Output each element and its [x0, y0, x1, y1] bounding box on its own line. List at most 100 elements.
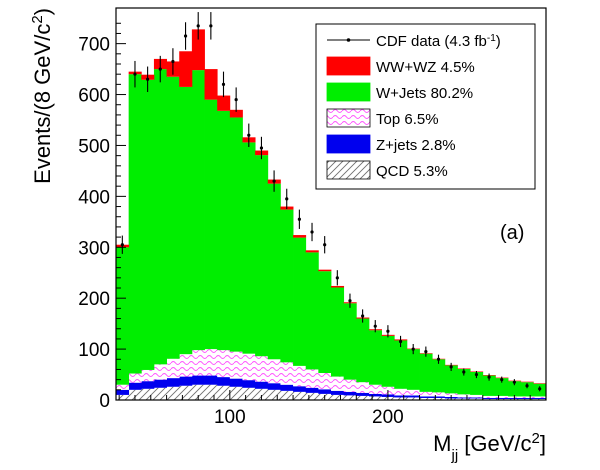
top-bar — [394, 388, 408, 396]
data-point — [512, 380, 516, 384]
data-point — [462, 370, 466, 374]
wwwz-bar — [204, 69, 218, 100]
qcd-bar — [470, 398, 484, 400]
top-bar — [457, 394, 471, 398]
zjets-bar — [520, 397, 534, 399]
top-bar — [470, 394, 484, 398]
qcd-bar — [229, 386, 243, 400]
wjets-bar — [495, 378, 509, 396]
wwwz-bar — [331, 285, 345, 288]
legend-label-zjets: Z+jets 2.8% — [376, 137, 456, 154]
qcd-bar — [331, 394, 345, 400]
legend-data-dot — [346, 38, 351, 42]
y-tick-label: 200 — [78, 289, 110, 310]
legend-swatch-qcd — [326, 160, 371, 180]
data-point — [234, 98, 238, 102]
y-tick-label: 0 — [99, 391, 110, 412]
zjets-bar — [179, 376, 193, 386]
wjets-bar — [482, 375, 496, 396]
panel-annotation: (a) — [500, 222, 524, 244]
zjets-bar — [305, 387, 319, 393]
zjets-bar — [419, 396, 433, 398]
legend-swatch-zjets — [326, 134, 371, 154]
data-point — [538, 387, 542, 391]
data-point — [500, 378, 504, 382]
data-point — [272, 179, 276, 183]
data-point — [297, 217, 301, 221]
data-point — [348, 299, 352, 303]
data-point — [183, 34, 188, 38]
zjets-bar — [191, 375, 205, 385]
qcd-bar — [191, 384, 205, 400]
zjets-bar — [217, 377, 231, 386]
data-point — [146, 77, 150, 81]
wjets-bar — [116, 247, 130, 385]
zjets-bar — [533, 397, 546, 399]
data-point — [259, 146, 264, 150]
zjets-bar — [457, 397, 471, 399]
top-bar — [128, 373, 142, 383]
top-bar — [419, 391, 433, 397]
zjets-bar — [166, 378, 180, 387]
zjets-bar — [470, 397, 484, 399]
wjets-bar — [368, 330, 382, 385]
data-point — [487, 375, 491, 379]
wwwz-bar — [520, 381, 534, 383]
top-bar — [153, 364, 167, 380]
plot-frame — [115, 7, 547, 401]
zjets-bar — [204, 375, 218, 385]
top-bar — [217, 350, 231, 378]
top-bar — [432, 392, 446, 397]
qcd-bar — [368, 396, 382, 400]
wjets-bar — [255, 155, 269, 357]
data-point — [285, 197, 289, 201]
top-bar — [368, 384, 382, 394]
top-bar — [141, 369, 155, 382]
top-bar — [331, 376, 345, 391]
data-point — [209, 24, 213, 28]
qcd-bar — [116, 394, 130, 400]
zjets-bar — [482, 397, 496, 399]
wjets-bar — [141, 79, 155, 370]
data-point — [525, 384, 529, 388]
zjets-bar — [331, 390, 345, 395]
top-bar — [343, 379, 357, 392]
wjets-bar — [204, 99, 218, 350]
zjets-bar — [394, 395, 408, 398]
legend-swatch-wwwz — [326, 56, 371, 76]
top-bar — [482, 395, 496, 398]
qcd-bar — [255, 388, 269, 400]
wjets-bar — [267, 183, 281, 360]
top-bar — [305, 369, 319, 388]
zjets-bar — [280, 384, 294, 391]
qcd-bar — [394, 397, 408, 400]
zjets-bar — [343, 391, 357, 396]
top-bar — [191, 350, 205, 376]
zjets-bar — [432, 396, 446, 398]
data-point — [171, 59, 175, 64]
legend-label-data: CDF data (4.3 fb-1) — [376, 33, 501, 51]
wjets-bar — [242, 142, 256, 354]
data-points — [120, 12, 542, 392]
data-point — [196, 24, 200, 28]
wjets-bar — [191, 70, 205, 351]
qcd-bar — [242, 387, 256, 400]
legend-label-top: Top 6.5% — [376, 111, 439, 128]
wjets-bar — [293, 237, 307, 366]
axes: 0 100 200 300 400 500 600 700 100 200 — [78, 22, 547, 428]
top-bar — [179, 354, 193, 377]
data-point — [449, 365, 453, 369]
y-axis-title: Events/(8 GeV/c2) — [29, 8, 56, 184]
qcd-bar — [305, 392, 319, 400]
y-tick-label: 500 — [78, 136, 110, 157]
legend-swatch-wjets — [326, 82, 371, 102]
zjets-bar — [267, 383, 281, 390]
x-tick-label: 200 — [372, 407, 404, 428]
qcd-bar — [166, 386, 180, 400]
x-tick-label: 100 — [214, 407, 246, 428]
top-bar — [116, 384, 130, 390]
zjets-bar — [356, 392, 370, 396]
qcd-bar — [406, 397, 420, 400]
wjets-bar — [166, 76, 180, 359]
